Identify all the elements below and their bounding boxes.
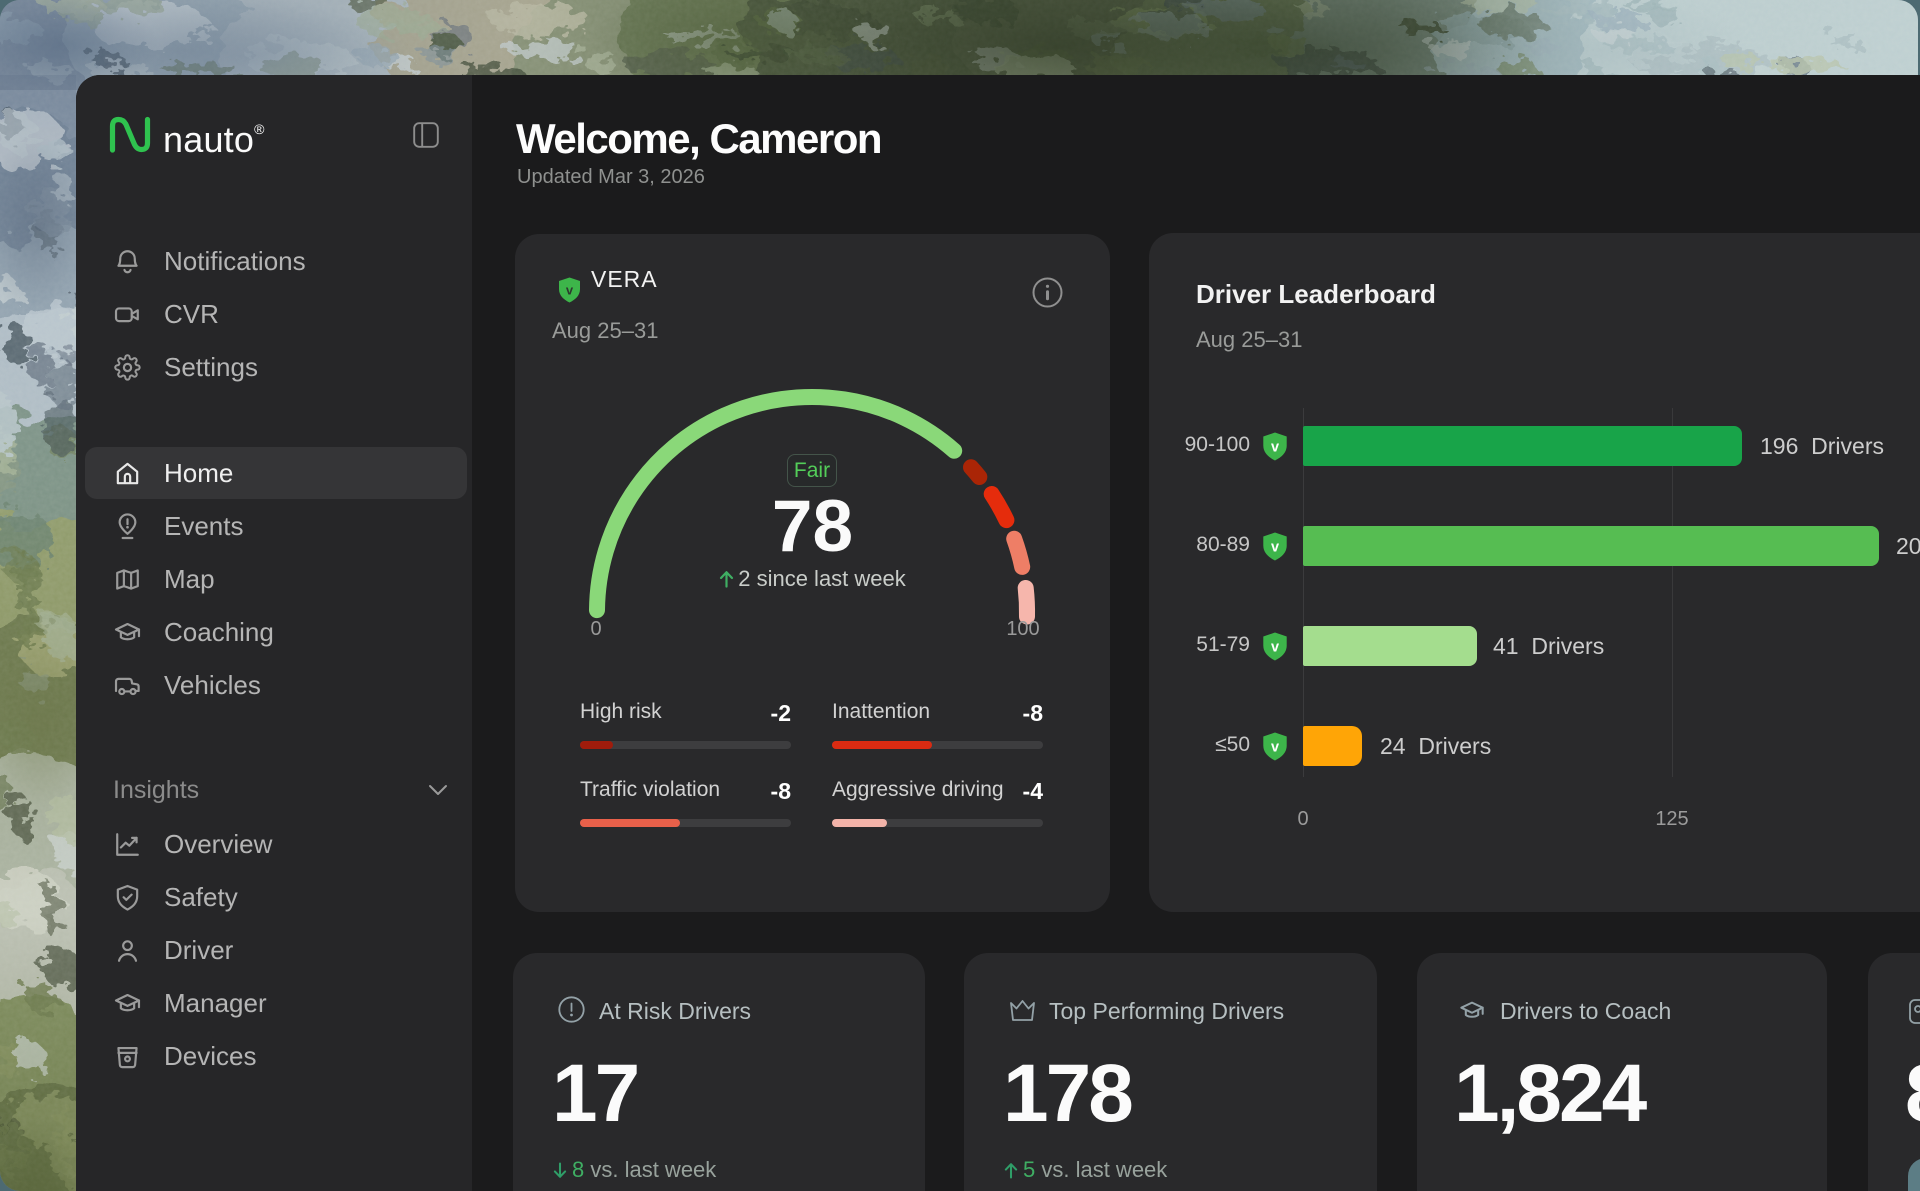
svg-text:v: v [566, 283, 574, 298]
svg-text:v: v [1271, 540, 1279, 556]
svg-text:v: v [1271, 740, 1279, 756]
svg-text:v: v [1271, 440, 1279, 456]
svg-text:v: v [1271, 640, 1279, 656]
